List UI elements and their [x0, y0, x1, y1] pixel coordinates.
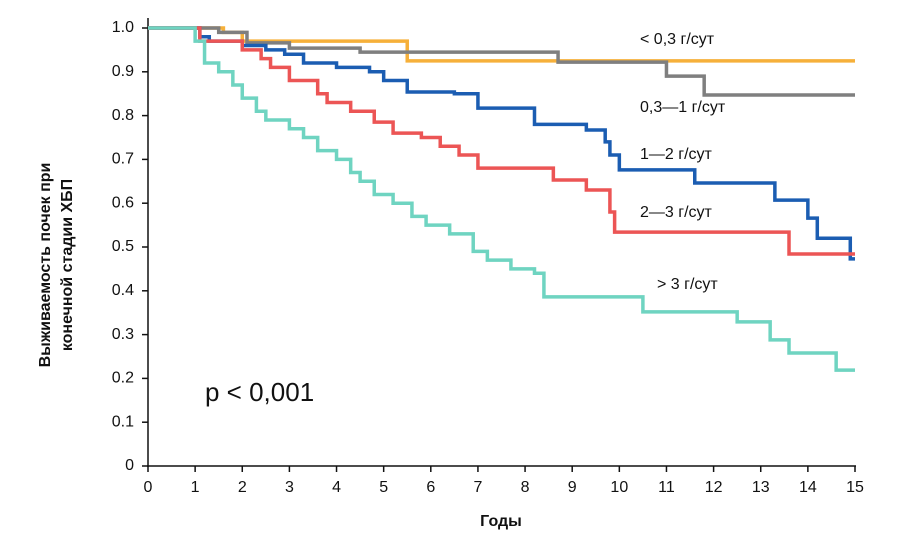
y-tick-label: 0.8: [112, 107, 134, 124]
survival-line: [148, 26, 855, 63]
annotation: p < 0,001: [205, 377, 314, 407]
y-tick-label: 0.4: [112, 282, 134, 299]
y-tick-label: 0.6: [112, 194, 134, 211]
y-tick-label: 0: [125, 457, 134, 474]
y-tick-label: 0.9: [112, 63, 134, 80]
survival-line: [148, 26, 855, 97]
x-tick-label: 12: [705, 479, 723, 496]
x-tick-label: 7: [473, 479, 482, 496]
x-tick-label: 0: [144, 479, 153, 496]
survival-line: [148, 26, 855, 261]
y-axis-label: Выживаемость почек при: [37, 163, 54, 368]
x-tick-label: 9: [568, 479, 577, 496]
survival-line: [148, 26, 855, 372]
y-tick-label: 0.2: [112, 370, 134, 387]
x-tick-label: 4: [332, 479, 341, 496]
y-tick-label: 0.1: [112, 413, 134, 430]
series-label: < 0,3 г/сут: [640, 31, 715, 48]
x-axis-label: Годы: [480, 513, 522, 530]
x-tick-label: 15: [846, 479, 864, 496]
x-tick-label: 5: [379, 479, 388, 496]
series-label: 0,3—1 г/сут: [640, 99, 726, 116]
y-tick-label: 0.3: [112, 326, 134, 343]
x-tick-label: 14: [799, 479, 817, 496]
series-label: 2—3 г/сут: [640, 204, 713, 221]
x-tick-label: 1: [191, 479, 200, 496]
series-label: 1—2 г/сут: [640, 146, 713, 163]
x-tick-label: 11: [658, 479, 675, 496]
x-tick-label: 2: [238, 479, 247, 496]
y-tick-label: 0.5: [112, 238, 134, 255]
survival-line: [148, 26, 855, 256]
series-label: > 3 г/сут: [657, 276, 718, 293]
x-tick-label: 13: [752, 479, 770, 496]
x-tick-label: 10: [610, 479, 628, 496]
x-tick-label: 6: [426, 479, 435, 496]
x-tick-label: 3: [285, 479, 294, 496]
y-tick-label: 0.7: [112, 151, 134, 168]
y-axis-label: конечной стадии ХБП: [59, 179, 76, 351]
x-tick-label: 8: [521, 479, 530, 496]
y-tick-label: 1.0: [112, 19, 134, 36]
